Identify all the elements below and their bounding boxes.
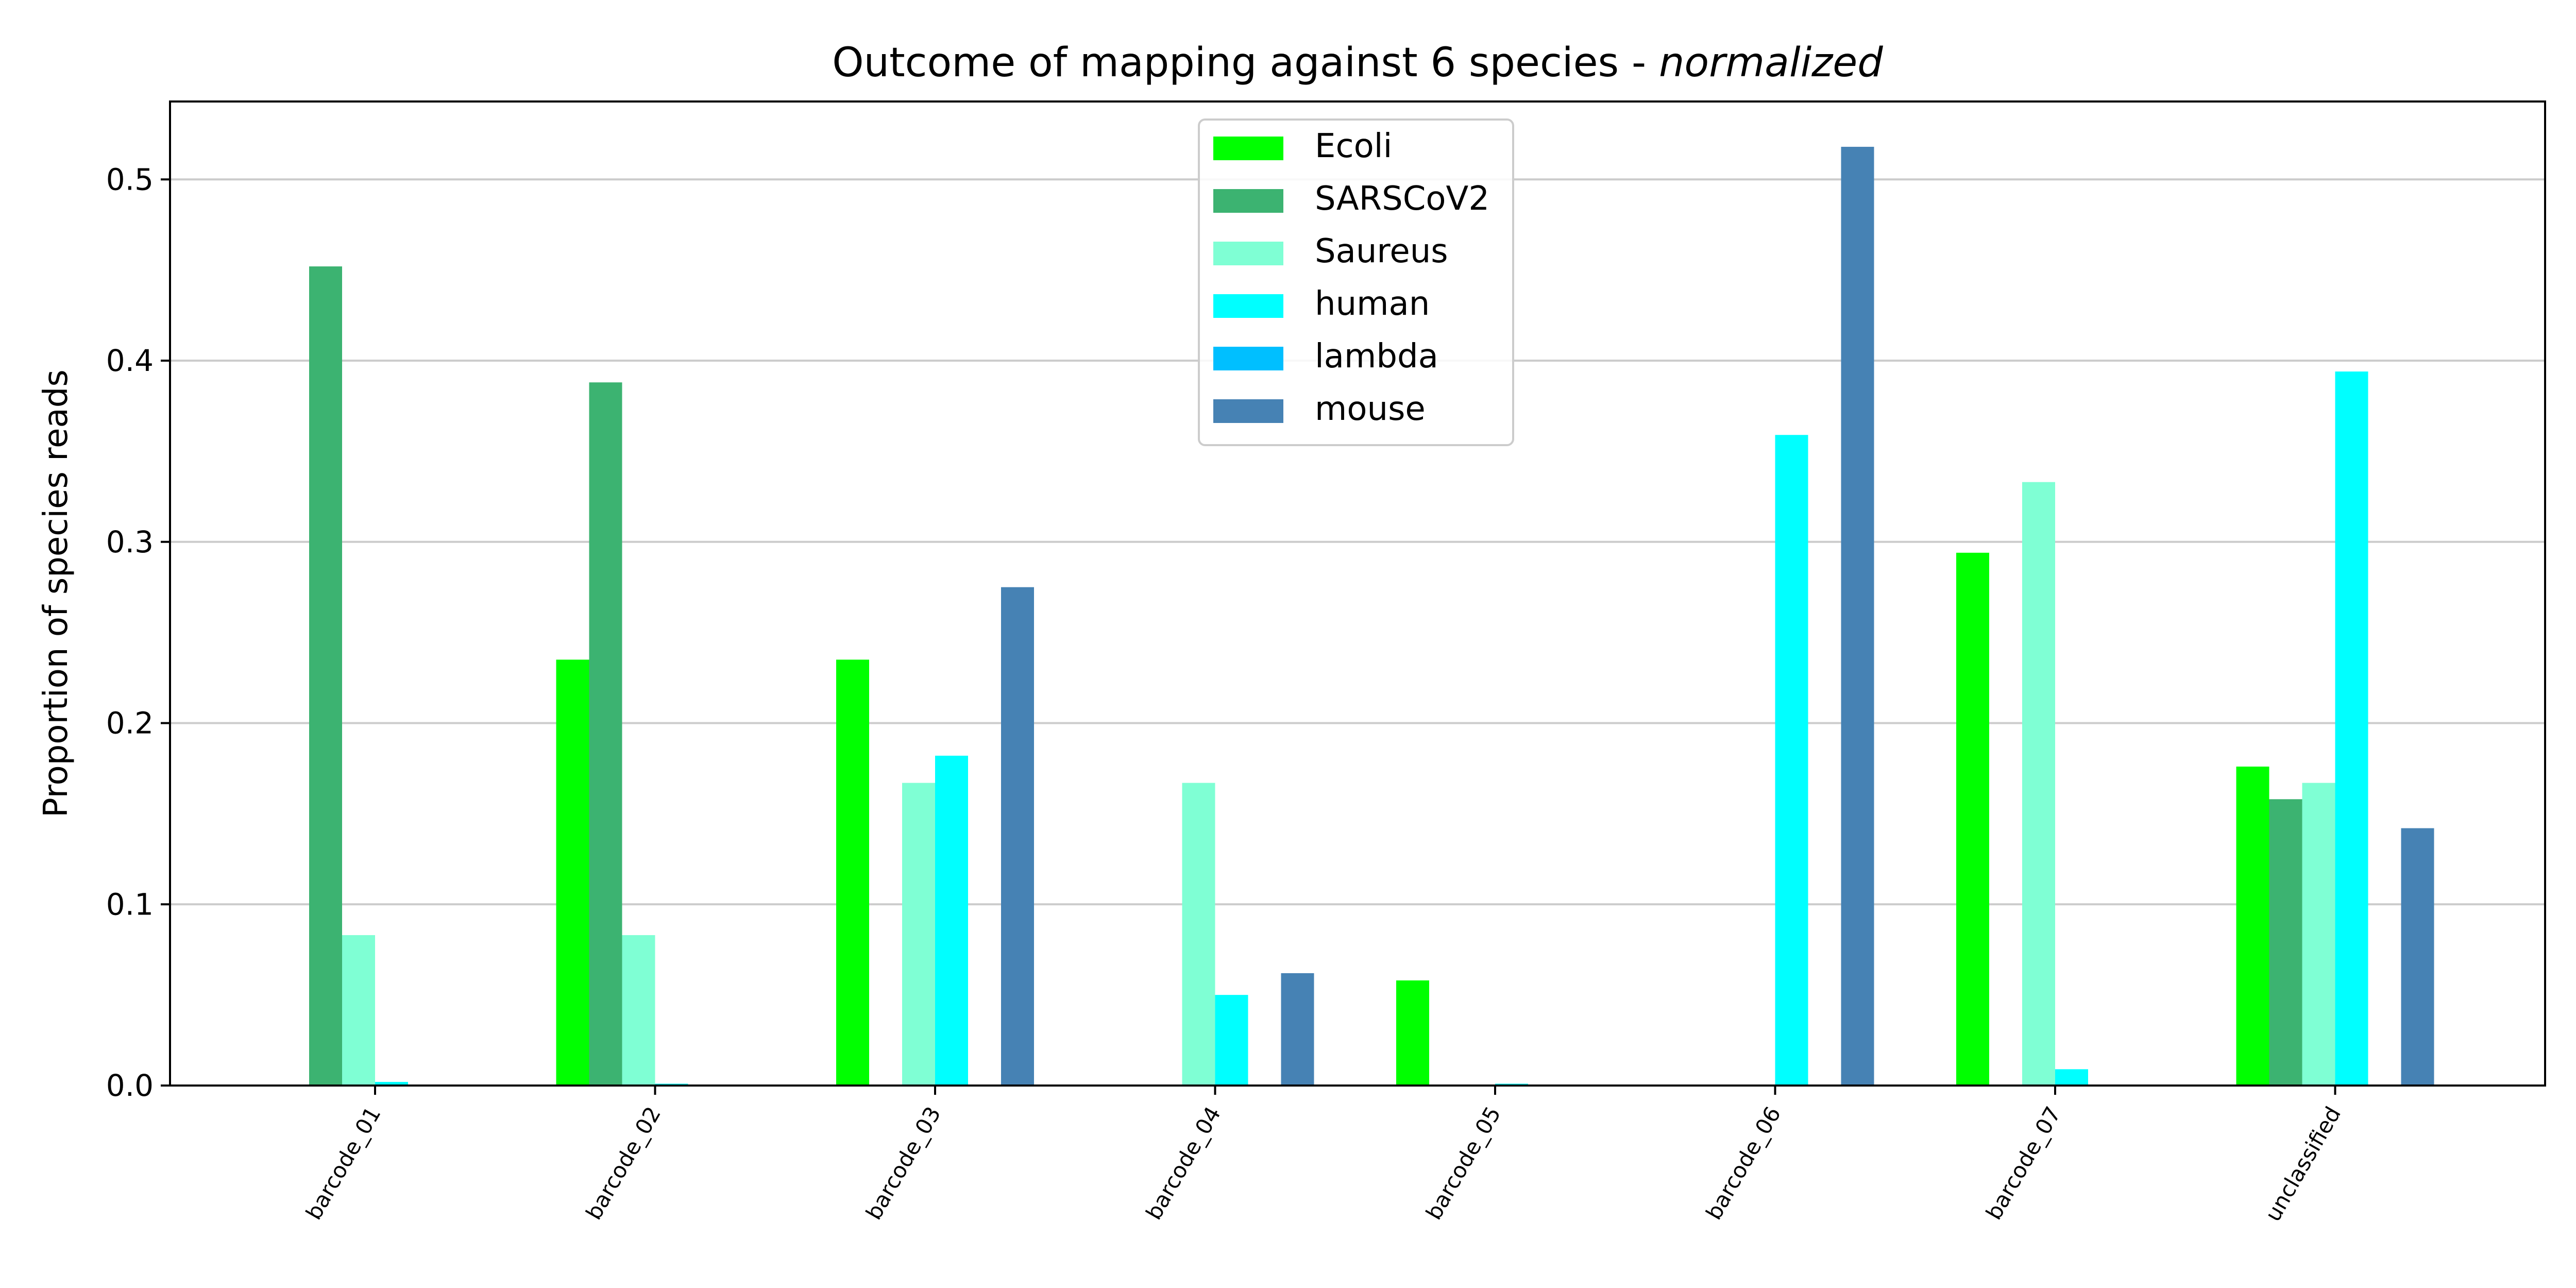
bar-mouse-unclassified (2401, 828, 2434, 1086)
bar-saureus-barcode_02 (622, 935, 655, 1086)
legend-label: Saureus (1315, 232, 1448, 270)
bar-mouse-barcode_04 (1281, 973, 1314, 1086)
bar-saureus-unclassified (2302, 783, 2335, 1086)
bar-ecoli-barcode_03 (836, 659, 869, 1086)
y-tick-label: 0.4 (106, 343, 154, 378)
legend-swatch (1213, 347, 1283, 370)
y-tick-label: 0.2 (106, 706, 154, 741)
y-tick-label: 0.1 (106, 887, 154, 922)
bar-saureus-barcode_07 (2022, 482, 2055, 1086)
bar-saureus-barcode_03 (902, 783, 935, 1086)
legend-label: Ecoli (1315, 127, 1392, 165)
bar-human-barcode_03 (935, 755, 968, 1086)
chart-title-emphasis: normalized (1659, 40, 1883, 86)
bar-human-barcode_07 (2055, 1069, 2088, 1086)
legend-swatch (1213, 294, 1283, 318)
bar-ecoli-barcode_05 (1396, 980, 1429, 1086)
legend: Ecoli SARSCoV2 Saureus human lambda mouse (1198, 118, 1514, 446)
bar-ecoli-unclassified (2236, 766, 2269, 1086)
chart-title: Outcome of mapping against 6 species - n… (832, 40, 1883, 86)
y-tick-label: 0.5 (106, 162, 154, 197)
bar-human-barcode_01 (375, 1081, 408, 1086)
bar-ecoli-barcode_02 (556, 659, 589, 1086)
bar-ecoli-barcode_07 (1956, 552, 1989, 1086)
plot-frame (169, 100, 2546, 1087)
y-tick-label: 0.3 (106, 524, 154, 560)
bar-mouse-barcode_03 (1001, 587, 1034, 1086)
bar-saureus-barcode_01 (342, 935, 375, 1086)
legend-label: human (1315, 285, 1430, 323)
bar-sarscov2-barcode_02 (589, 382, 622, 1086)
bar-sarscov2-unclassified (2269, 799, 2302, 1086)
y-axis-ticks: 0.0 0.1 0.2 0.3 0.4 0.5 (106, 162, 170, 1103)
bar-sarscov2-barcode_01 (309, 266, 342, 1086)
bars (309, 146, 2434, 1086)
legend-swatch (1213, 189, 1283, 213)
bar-human-unclassified (2335, 371, 2368, 1086)
y-tick-label: 0.0 (106, 1068, 154, 1103)
bar-human-barcode_06 (1775, 435, 1808, 1086)
y-axis-title: Proportion of species reads (37, 369, 75, 817)
legend-items: Ecoli SARSCoV2 Saureus human lambda mouse (1213, 127, 1489, 428)
chart-title-text: Outcome of mapping against 6 species - (832, 40, 1659, 86)
legend-swatch (1213, 137, 1283, 160)
bar-mouse-barcode_06 (1841, 146, 1874, 1086)
legend-swatch (1213, 242, 1283, 265)
legend-label: lambda (1315, 337, 1438, 376)
legend-label: SARSCoV2 (1315, 180, 1489, 218)
bar-saureus-barcode_04 (1182, 783, 1215, 1086)
bar-human-barcode_04 (1215, 995, 1248, 1086)
legend-swatch (1213, 399, 1283, 423)
legend-label: mouse (1315, 390, 1426, 428)
